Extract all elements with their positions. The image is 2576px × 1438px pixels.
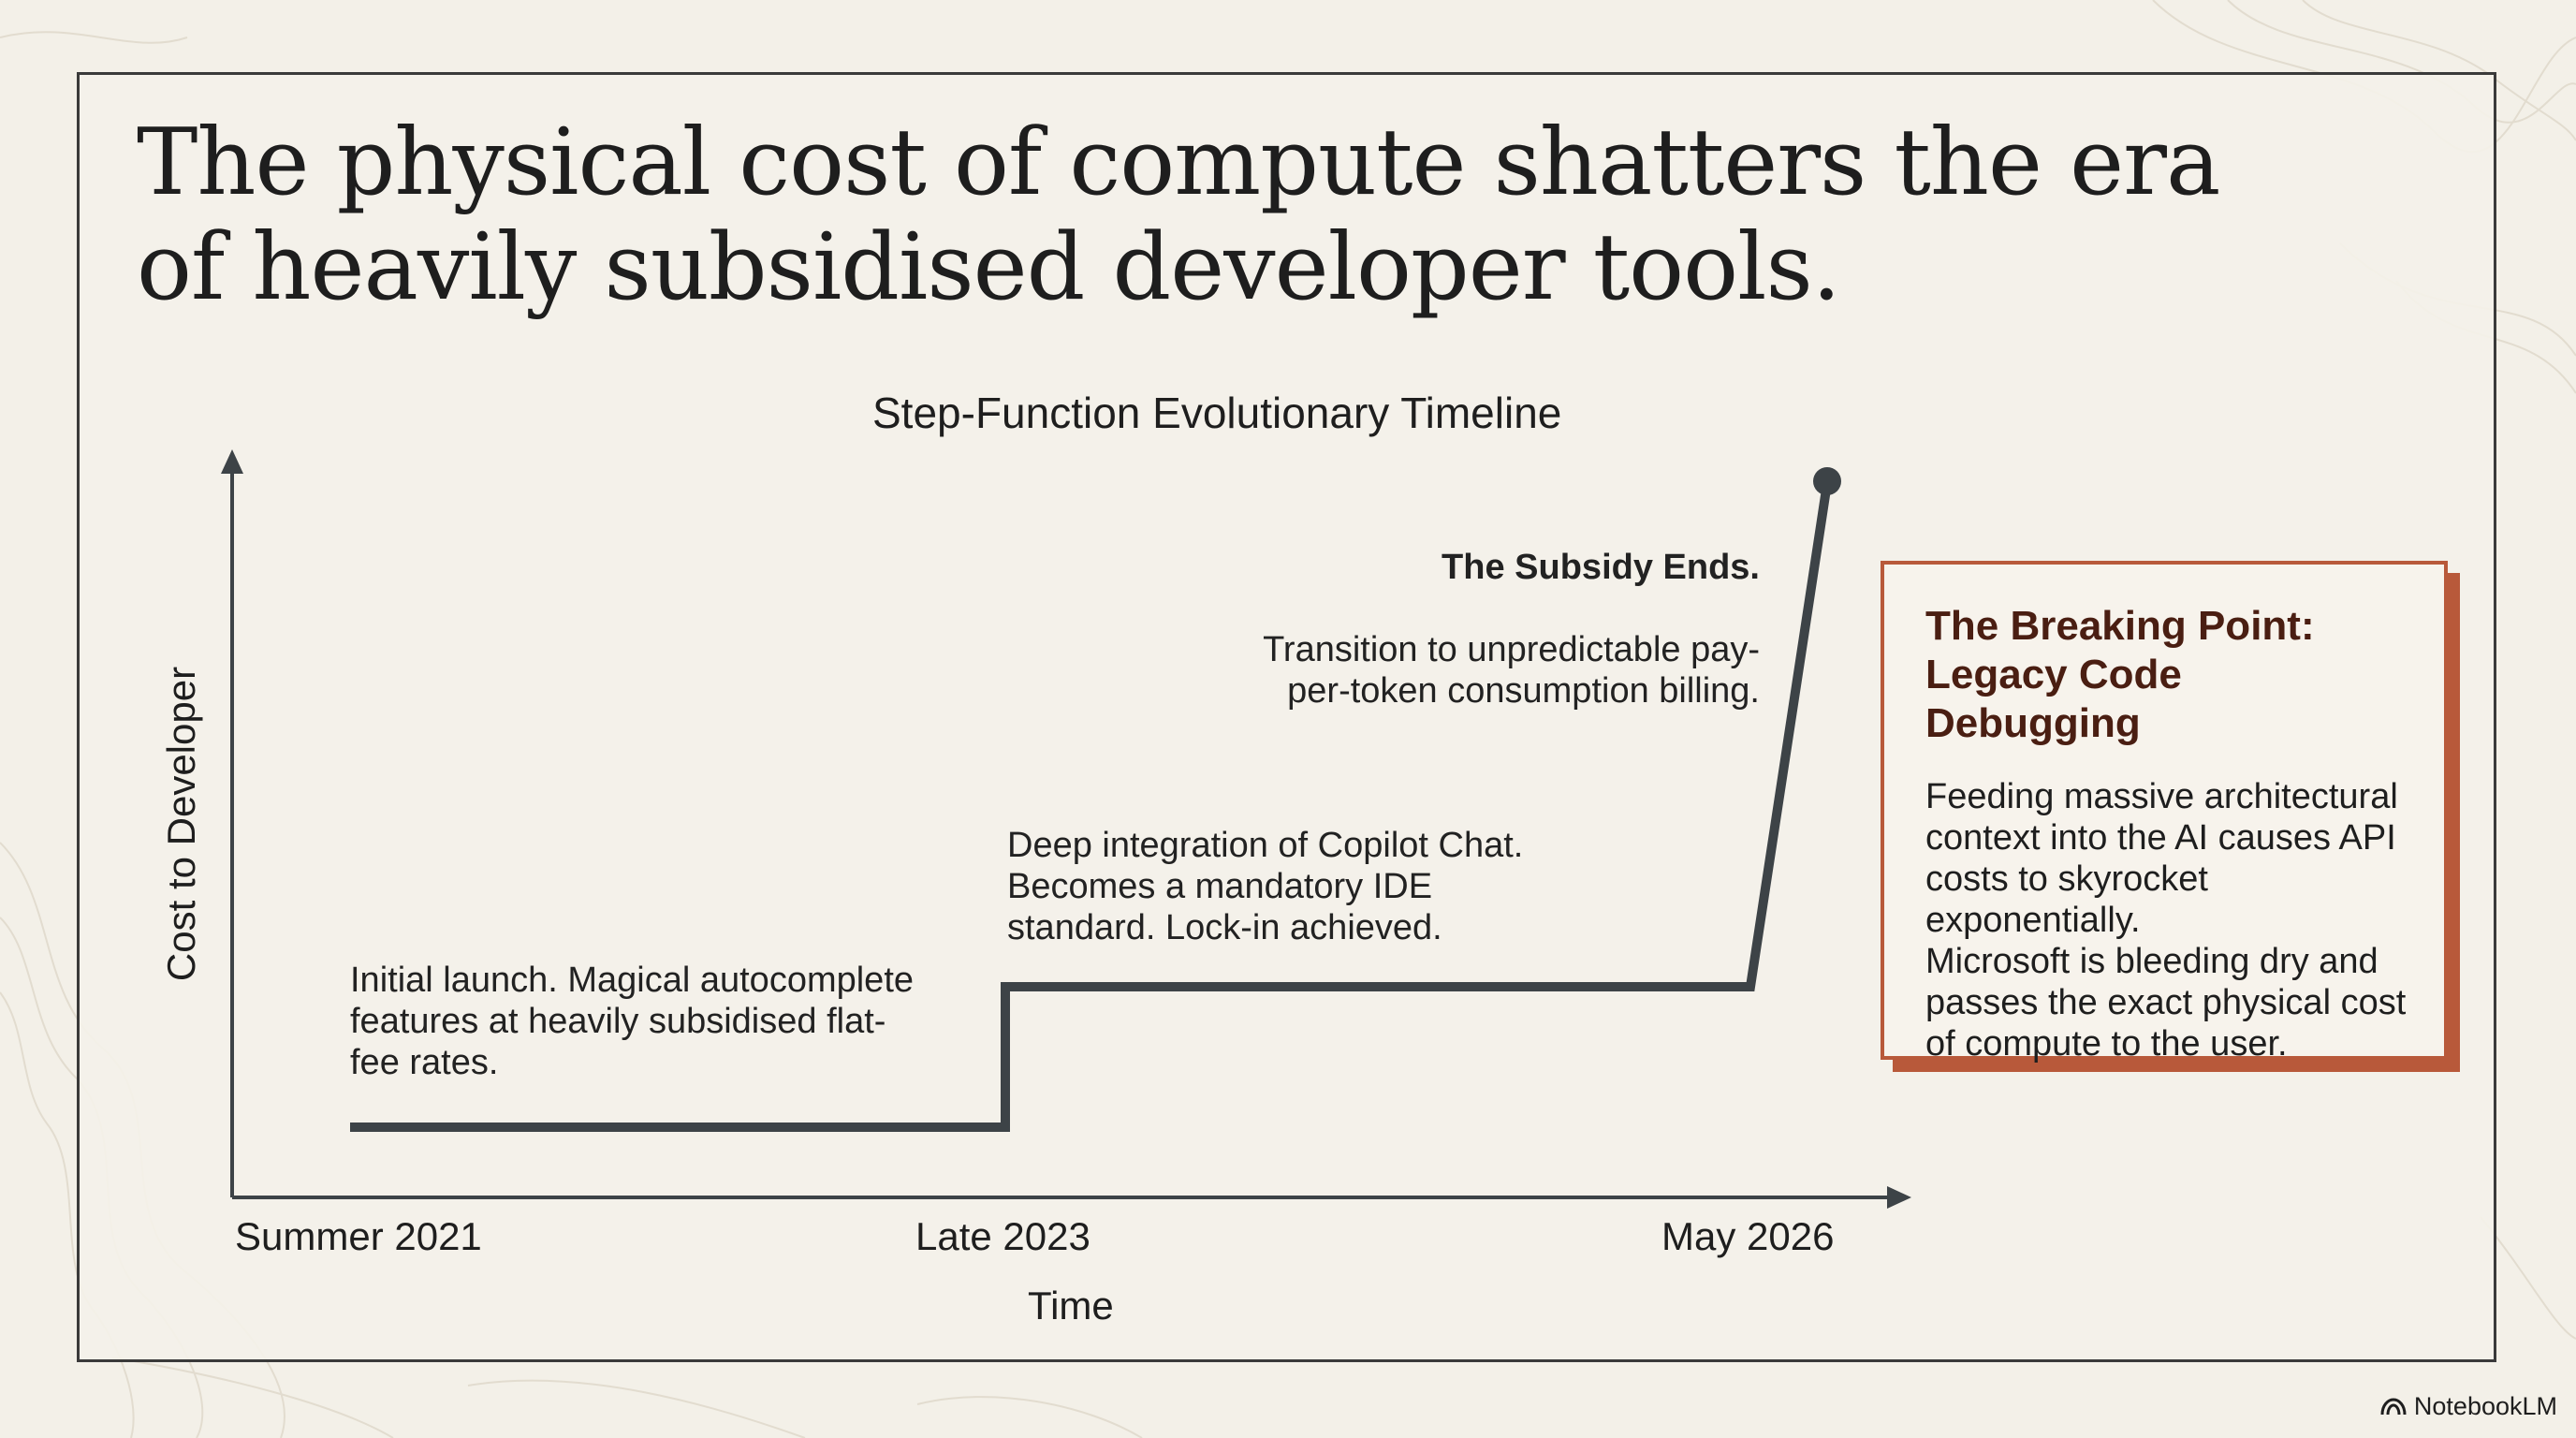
slide-title: The physical cost of compute shatters th… xyxy=(137,110,2220,321)
subsidy-ends-heading: The Subsidy Ends. xyxy=(1442,548,1760,587)
x-tick-label: Summer 2021 xyxy=(235,1214,482,1258)
subsidy-ends-text: Transition to unpredictable pay-per-toke… xyxy=(1263,630,1760,711)
integration-annotation: Deep integration of Copilot Chat. Become… xyxy=(1007,826,1524,947)
timeline-title: Step-Function Evolutionary Timeline xyxy=(872,389,1562,437)
callout-body-2: Microsoft is bleeding dry and passes the… xyxy=(1925,942,2407,1064)
callout-title: The Breaking Point: Legacy Code Debuggin… xyxy=(1925,603,2315,746)
y-axis-arrowhead xyxy=(221,449,243,474)
subsidy-ends-annotation: The Subsidy Ends. Transition to unpredic… xyxy=(1236,506,1760,712)
cost-step-line xyxy=(350,482,1832,1132)
launch-annotation: Initial launch. Magical autocomplete fea… xyxy=(350,961,915,1082)
x-tick-label: May 2026 xyxy=(1661,1214,1835,1258)
x-tick-label: Late 2023 xyxy=(915,1214,1090,1258)
x-axis-label: Time xyxy=(1028,1284,1114,1328)
breaking-point-callout: The Breaking Point: Legacy Code Debuggin… xyxy=(1881,561,2448,1064)
brand-label: NotebookLM xyxy=(2413,1392,2557,1420)
cost-endpoint-marker xyxy=(1813,467,1841,495)
callout-body-1: Feeding massive architectural context in… xyxy=(1925,777,2398,940)
y-axis-label: Cost to Developer xyxy=(159,666,203,982)
notebooklm-logo-icon xyxy=(2380,1397,2407,1415)
notebooklm-brand: NotebookLM xyxy=(2380,1392,2557,1421)
x-axis-arrowhead xyxy=(1887,1186,1911,1209)
